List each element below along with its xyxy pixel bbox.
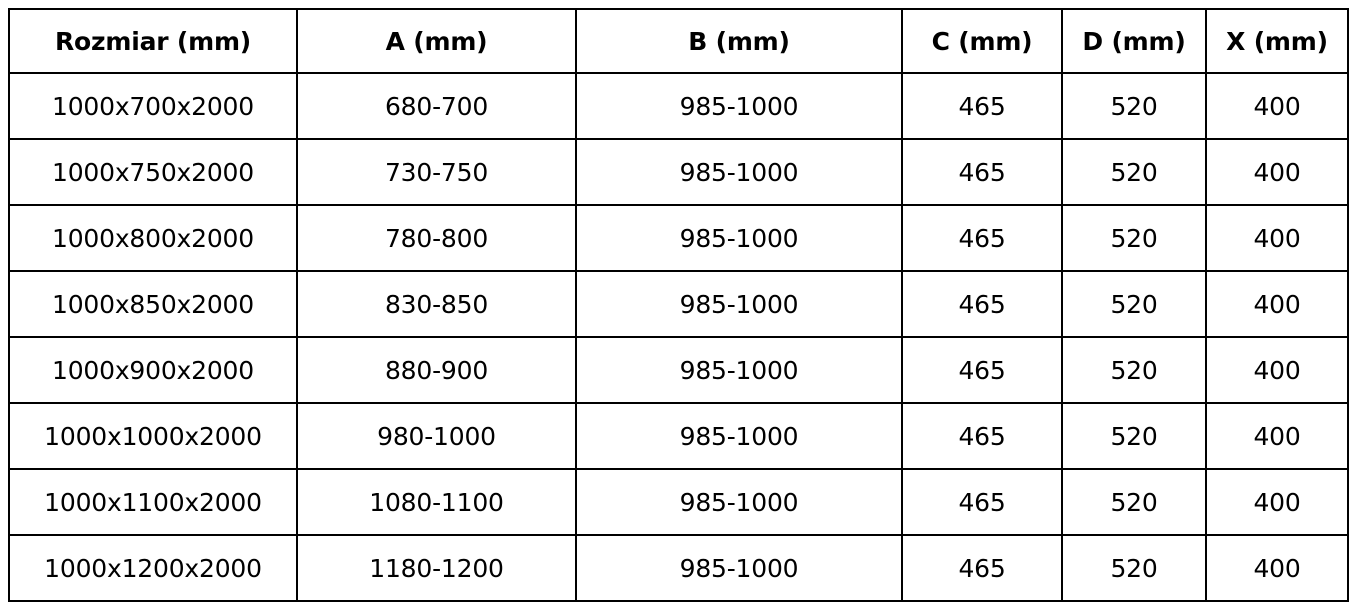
column-header-d: D (mm) bbox=[1061, 8, 1207, 74]
cell-size: 1000x1200x2000 bbox=[8, 534, 298, 602]
cell-x: 400 bbox=[1205, 72, 1349, 140]
cell-a: 1180-1200 bbox=[296, 534, 577, 602]
cell-b: 985-1000 bbox=[575, 138, 903, 206]
cell-x: 400 bbox=[1205, 138, 1349, 206]
cell-c: 465 bbox=[901, 336, 1063, 404]
column-header-size: Rozmiar (mm) bbox=[8, 8, 298, 74]
cell-size: 1000x900x2000 bbox=[8, 336, 298, 404]
table-row: 1000x900x2000 880-900 985-1000 465 520 4… bbox=[8, 336, 1349, 404]
cell-a: 1080-1100 bbox=[296, 468, 577, 536]
cell-c: 465 bbox=[901, 72, 1063, 140]
cell-c: 465 bbox=[901, 402, 1063, 470]
cell-a: 780-800 bbox=[296, 204, 577, 272]
cell-size: 1000x1100x2000 bbox=[8, 468, 298, 536]
cell-x: 400 bbox=[1205, 270, 1349, 338]
cell-d: 520 bbox=[1061, 270, 1207, 338]
cell-d: 520 bbox=[1061, 468, 1207, 536]
specification-table: Rozmiar (mm) A (mm) B (mm) C (mm) D (mm)… bbox=[8, 8, 1349, 602]
cell-size: 1000x800x2000 bbox=[8, 204, 298, 272]
cell-c: 465 bbox=[901, 270, 1063, 338]
cell-x: 400 bbox=[1205, 468, 1349, 536]
column-header-c: C (mm) bbox=[901, 8, 1063, 74]
cell-x: 400 bbox=[1205, 336, 1349, 404]
cell-b: 985-1000 bbox=[575, 336, 903, 404]
cell-a: 880-900 bbox=[296, 336, 577, 404]
cell-d: 520 bbox=[1061, 402, 1207, 470]
table-header-row: Rozmiar (mm) A (mm) B (mm) C (mm) D (mm)… bbox=[8, 8, 1349, 74]
column-header-a: A (mm) bbox=[296, 8, 577, 74]
table-row: 1000x1200x2000 1180-1200 985-1000 465 52… bbox=[8, 534, 1349, 602]
cell-a: 980-1000 bbox=[296, 402, 577, 470]
cell-size: 1000x1000x2000 bbox=[8, 402, 298, 470]
table-row: 1000x800x2000 780-800 985-1000 465 520 4… bbox=[8, 204, 1349, 272]
specification-table-container: Rozmiar (mm) A (mm) B (mm) C (mm) D (mm)… bbox=[8, 8, 1349, 602]
cell-x: 400 bbox=[1205, 534, 1349, 602]
cell-c: 465 bbox=[901, 534, 1063, 602]
table-row: 1000x850x2000 830-850 985-1000 465 520 4… bbox=[8, 270, 1349, 338]
cell-d: 520 bbox=[1061, 336, 1207, 404]
cell-b: 985-1000 bbox=[575, 204, 903, 272]
cell-a: 830-850 bbox=[296, 270, 577, 338]
table-row: 1000x750x2000 730-750 985-1000 465 520 4… bbox=[8, 138, 1349, 206]
table-row: 1000x1100x2000 1080-1100 985-1000 465 52… bbox=[8, 468, 1349, 536]
cell-size: 1000x750x2000 bbox=[8, 138, 298, 206]
cell-size: 1000x700x2000 bbox=[8, 72, 298, 140]
cell-d: 520 bbox=[1061, 72, 1207, 140]
cell-b: 985-1000 bbox=[575, 270, 903, 338]
column-header-b: B (mm) bbox=[575, 8, 903, 74]
cell-b: 985-1000 bbox=[575, 72, 903, 140]
table-row: 1000x700x2000 680-700 985-1000 465 520 4… bbox=[8, 72, 1349, 140]
cell-b: 985-1000 bbox=[575, 534, 903, 602]
cell-d: 520 bbox=[1061, 204, 1207, 272]
cell-x: 400 bbox=[1205, 402, 1349, 470]
cell-b: 985-1000 bbox=[575, 402, 903, 470]
table-header: Rozmiar (mm) A (mm) B (mm) C (mm) D (mm)… bbox=[8, 8, 1349, 74]
column-header-x: X (mm) bbox=[1205, 8, 1349, 74]
cell-b: 985-1000 bbox=[575, 468, 903, 536]
table-row: 1000x1000x2000 980-1000 985-1000 465 520… bbox=[8, 402, 1349, 470]
table-body: 1000x700x2000 680-700 985-1000 465 520 4… bbox=[8, 72, 1349, 602]
cell-a: 730-750 bbox=[296, 138, 577, 206]
cell-size: 1000x850x2000 bbox=[8, 270, 298, 338]
cell-x: 400 bbox=[1205, 204, 1349, 272]
cell-c: 465 bbox=[901, 138, 1063, 206]
cell-d: 520 bbox=[1061, 534, 1207, 602]
cell-c: 465 bbox=[901, 204, 1063, 272]
cell-c: 465 bbox=[901, 468, 1063, 536]
cell-d: 520 bbox=[1061, 138, 1207, 206]
cell-a: 680-700 bbox=[296, 72, 577, 140]
